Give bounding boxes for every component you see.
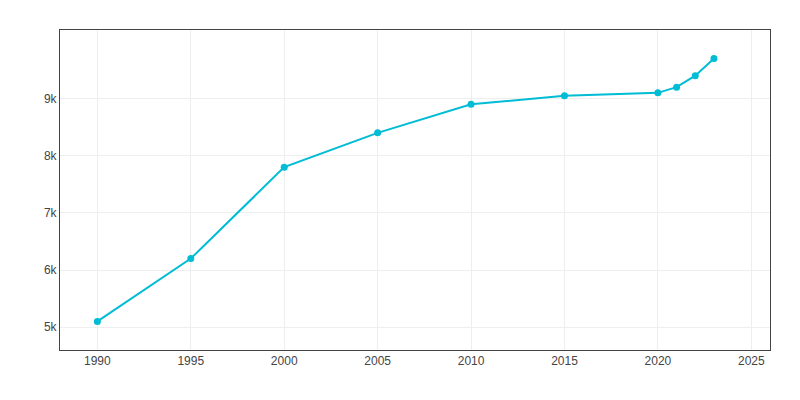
- svg-text:2025: 2025: [738, 354, 765, 368]
- svg-text:9k: 9k: [44, 92, 58, 106]
- svg-text:2000: 2000: [271, 354, 298, 368]
- svg-text:2020: 2020: [645, 354, 672, 368]
- svg-text:7k: 7k: [44, 206, 58, 220]
- svg-text:2010: 2010: [458, 354, 485, 368]
- svg-text:8k: 8k: [44, 149, 58, 163]
- svg-text:2015: 2015: [551, 354, 578, 368]
- svg-text:1990: 1990: [84, 354, 111, 368]
- svg-text:1995: 1995: [177, 354, 204, 368]
- svg-text:5k: 5k: [44, 320, 58, 334]
- svg-text:2005: 2005: [364, 354, 391, 368]
- svg-text:6k: 6k: [44, 263, 58, 277]
